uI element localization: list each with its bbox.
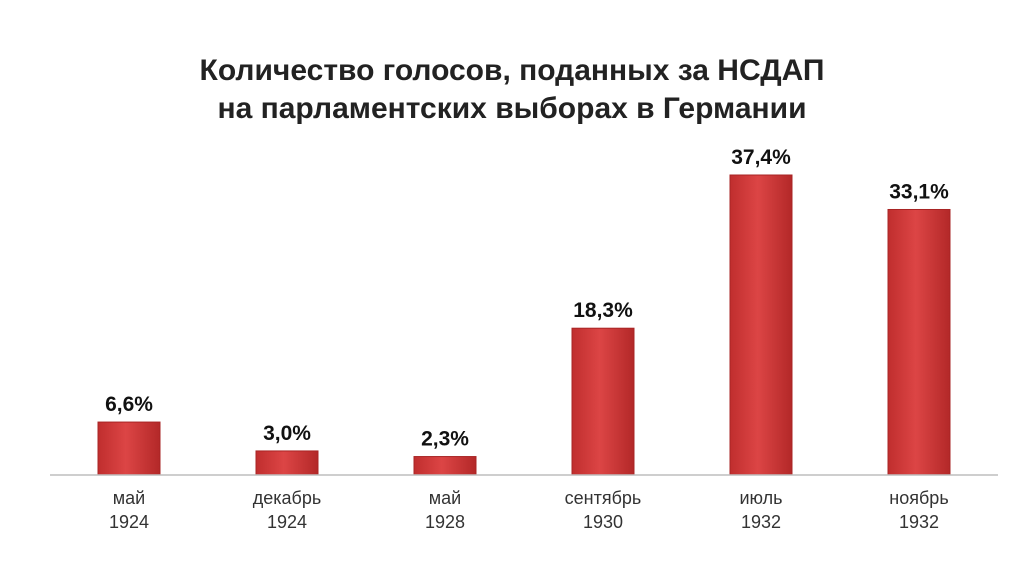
category-label-5-1: 1932: [899, 512, 939, 532]
value-label-5: 33,1%: [889, 180, 949, 203]
category-label-0-1: 1924: [109, 512, 149, 532]
value-label-0: 6,6%: [105, 393, 153, 416]
category-label-1-0: декабрь: [253, 488, 322, 508]
category-label-3-0: сентябрь: [565, 488, 642, 508]
category-label-4-1: 1932: [741, 512, 781, 532]
bar-3: [571, 327, 635, 476]
bar-1: [255, 450, 319, 476]
category-label-2-0: май: [429, 488, 461, 508]
chart-title-line-1: Количество голосов, поданных за НСДАП: [199, 54, 825, 87]
chart-title: Количество голосов, поданных за НСДАП на…: [0, 52, 1024, 128]
category-label-0-0: май: [113, 488, 145, 508]
category-label-5-0: ноябрь: [889, 488, 948, 508]
value-label-3: 18,3%: [573, 299, 633, 322]
category-label-3-1: 1930: [583, 512, 623, 532]
category-label-4-0: июль: [739, 488, 782, 508]
category-label-2-1: 1928: [425, 512, 465, 532]
bar-4: [729, 174, 793, 476]
value-label-4: 37,4%: [731, 146, 791, 169]
value-label-1: 3,0%: [263, 422, 311, 445]
bar-2: [413, 456, 477, 476]
chart-title-line-2: на парламентских выборах в Германии: [217, 92, 807, 125]
category-label-1-1: 1924: [267, 512, 307, 532]
labels-group: 6,6% май 1924 3,0% декабрь 1924 2,3% май 1928 18,…: [105, 146, 949, 532]
bars-group: [97, 174, 951, 476]
bar-5: [887, 208, 951, 476]
value-label-2: 2,3%: [421, 428, 469, 451]
bar-0: [97, 421, 161, 476]
